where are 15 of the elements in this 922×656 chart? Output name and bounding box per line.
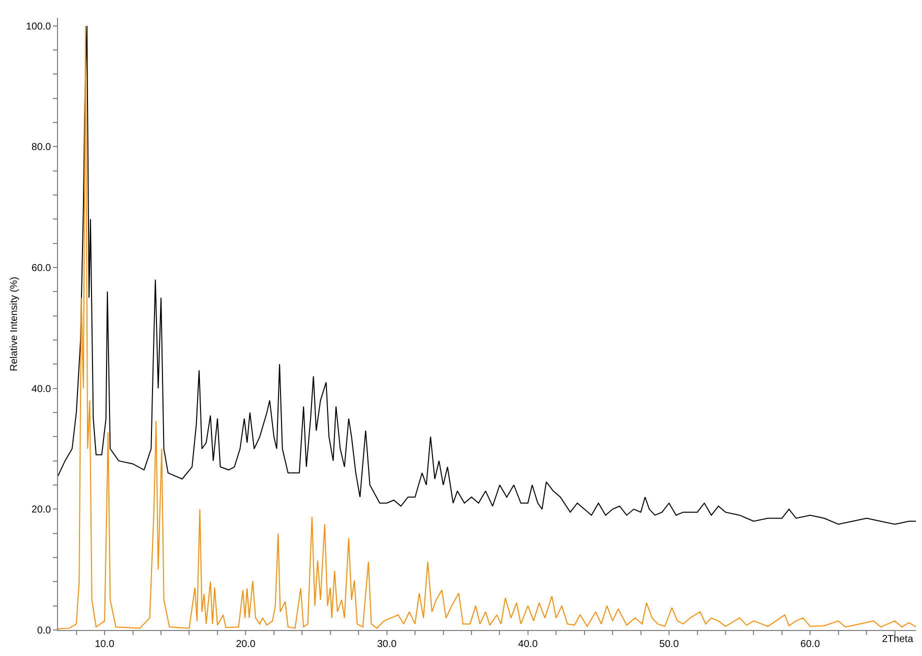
y-tick-label: 0.0 <box>37 626 52 636</box>
y-tick-label: 100.0 <box>26 21 52 32</box>
y-tick-label: 40.0 <box>32 384 52 395</box>
x-tick-label: 50.0 <box>659 639 680 650</box>
x-tick-label: 30.0 <box>377 639 397 650</box>
y-tick-label: 80.0 <box>32 142 52 154</box>
x-tick-label: 60.0 <box>800 639 820 650</box>
y-tick-label: 20.0 <box>32 504 52 516</box>
x-tick-label: 20.0 <box>236 639 256 650</box>
x-tick-label: 40.0 <box>518 639 538 650</box>
x-axis-title: 2Theta <box>882 634 914 645</box>
y-tick-label: 60.0 <box>32 263 52 274</box>
x-tick-label: 10.0 <box>94 639 115 650</box>
y-axis-title: Relative Intensity (%) <box>8 276 20 372</box>
line-series <box>58 25 916 525</box>
